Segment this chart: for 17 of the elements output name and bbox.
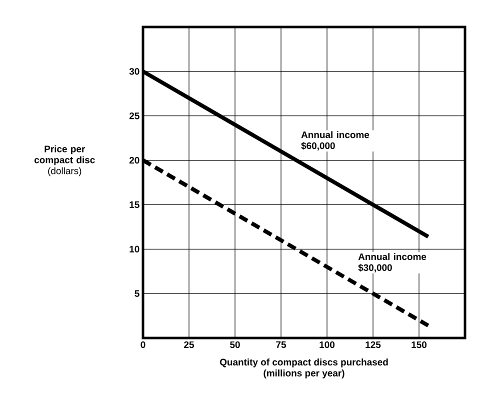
y-tick-label: 10	[130, 246, 140, 252]
y-tick-label: 15	[130, 201, 140, 208]
x-tick-label: 25	[184, 341, 194, 348]
y-tick-label: 25	[129, 112, 140, 120]
x-axis-title: Quantity of compact discs purchased (millions per year)	[220, 358, 388, 378]
x-tick-label: 125	[366, 341, 381, 348]
x-tick-label: 75	[276, 341, 286, 348]
x-tick-label: 0	[140, 341, 146, 348]
x-tick-label: 100	[320, 341, 335, 348]
series-label: Annual income $60,000	[301, 131, 370, 150]
y-axis-title: Price per compact disc (dollars)	[34, 145, 95, 176]
x-tick-label: 50	[230, 341, 240, 348]
x-tick-label: 150	[412, 341, 427, 348]
series-label: Annual income $30,000	[358, 253, 426, 272]
y-tick-label: 30	[129, 68, 140, 75]
y-tick-label: 20	[129, 156, 140, 164]
y-tick-label: 5	[134, 290, 140, 297]
